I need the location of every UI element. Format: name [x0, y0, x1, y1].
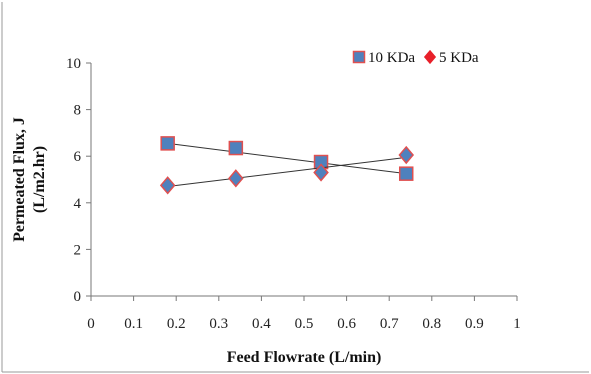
- x-tick-label: 0: [87, 316, 95, 332]
- legend-marker-10kda: [352, 50, 366, 64]
- trendline-5kda: [167, 156, 407, 187]
- x-tick-label: 0.4: [252, 316, 271, 332]
- data-point-5kda: [313, 163, 329, 182]
- y-tick-label: 10: [66, 56, 81, 72]
- x-tick-label: 0.1: [124, 316, 143, 332]
- x-tick-label: 0.3: [209, 316, 228, 332]
- data-point-10kda: [160, 136, 175, 151]
- axis-titles: Feed Flowrate (L/min) Permeated Flux, J (L…: [11, 117, 381, 366]
- x-tick-label: 0.7: [380, 316, 399, 332]
- legend-marker-5kda: [423, 49, 437, 65]
- y-tick-label: 8: [74, 103, 82, 119]
- y-axis-title-line1: Permeated Flux, J: [11, 117, 28, 242]
- x-tick-label: 0.5: [295, 316, 314, 332]
- series-layer: [159, 136, 415, 195]
- data-point-5kda: [398, 145, 415, 165]
- x-tick-label: 0.8: [422, 316, 441, 332]
- trendline-10kda: [167, 142, 407, 175]
- axes: 0 2 4 6 8 10 0 0.1 0.2 0.3 0.4 0.5 0.6 0.7 0.8 0.9 1: [66, 56, 521, 332]
- x-tick-label: 1: [513, 316, 521, 332]
- x-tick-label: 0.6: [337, 316, 356, 332]
- data-point-10kda: [228, 140, 244, 156]
- y-tick-label: 2: [74, 242, 82, 258]
- x-axis-title: Feed Flowrate (L/min): [227, 349, 382, 366]
- y-tick-label: 0: [74, 289, 82, 305]
- series-10kda: [160, 136, 414, 181]
- y-axis-title-line2: (L/m2.hr): [31, 146, 48, 213]
- series-5kda: [159, 145, 415, 195]
- legend: 10 KDa 5 KDa: [352, 49, 479, 66]
- legend-label-10kda: 10 KDa: [368, 50, 415, 66]
- y-tick-label: 4: [74, 196, 82, 212]
- x-tick-label: 0.2: [167, 316, 186, 332]
- legend-label-5kda: 5 KDa: [439, 50, 479, 66]
- x-tick-label: 0.9: [465, 316, 484, 332]
- data-point-5kda: [228, 169, 244, 188]
- y-tick-label: 6: [74, 149, 82, 165]
- data-point-5kda: [159, 176, 176, 195]
- data-point-10kda: [398, 166, 414, 181]
